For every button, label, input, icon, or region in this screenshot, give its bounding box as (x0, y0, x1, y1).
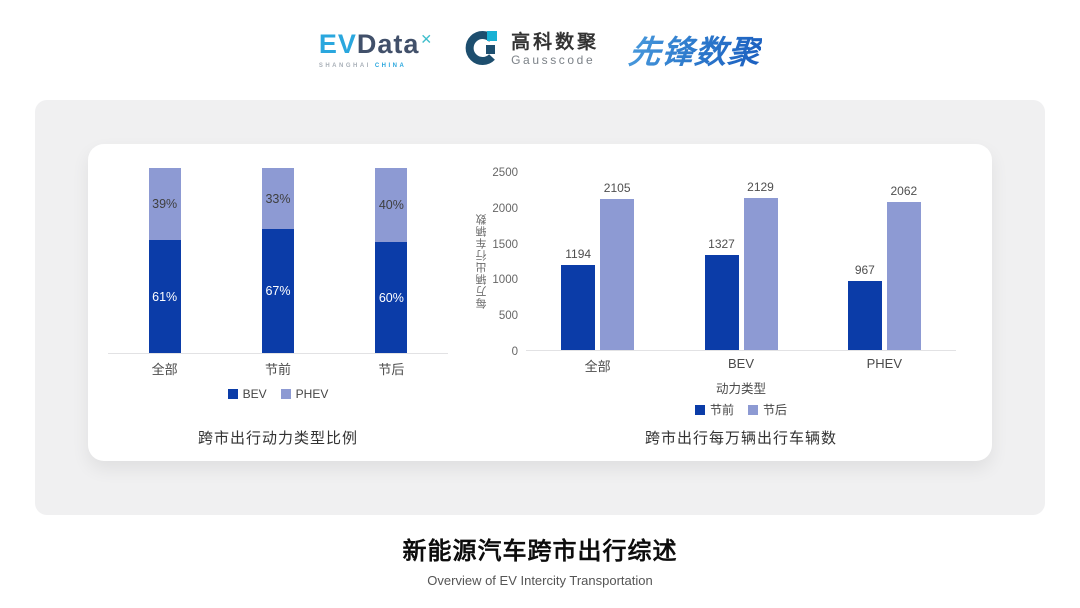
charts-card: 61% 39% 67% 33% 60% 40% 全部 节前 节后 BEV PHEV 跨市出行动力… (88, 144, 992, 461)
x-category-label: 全部 (151, 362, 178, 377)
y-tick-label: 2500 (492, 167, 518, 179)
x-category-label: BEV (727, 356, 754, 371)
bar-segment-phev: 40% (375, 168, 408, 242)
evdata-star-icon: ✕ (420, 31, 434, 47)
legend-item: 节前 (694, 401, 734, 418)
y-tick-label: 1000 (492, 274, 518, 287)
legend-swatch (694, 404, 705, 415)
y-tick-label: 0 (511, 346, 518, 358)
bar-segment-phev: 39% (148, 168, 181, 241)
gausscode-g-icon (462, 28, 502, 73)
evdata-tagline: SHANGHAI CHINA (318, 63, 407, 69)
legend-swatch (227, 389, 238, 399)
evdata-ev-text: EV (318, 29, 357, 59)
grouped-chart-categories: 全部 BEV PHEV (526, 356, 956, 375)
x-category-label: PHEV (866, 356, 903, 371)
bar-value-label: 60% (378, 290, 404, 305)
stacked-chart-legend: BEV PHEV (108, 387, 448, 401)
bar-value-label: 2129 (747, 179, 774, 194)
bar-节前 (847, 280, 882, 350)
stacked-chart-plot: 61% 39% 67% 33% 60% 40% (108, 168, 448, 354)
x-category-label: 全部 (584, 359, 611, 374)
evdata-wordmark: EVData✕ (319, 31, 432, 58)
legend-swatch (280, 389, 291, 399)
x-category-label: 节前 (264, 362, 291, 377)
bar-value-label: 1327 (708, 237, 735, 251)
evdata-data-text: Data (356, 29, 420, 59)
stacked-chart-categories: 全部 节前 节后 (108, 359, 448, 378)
grouped-chart-title: 跨市出行每万辆出行车辆数 (644, 430, 837, 447)
page-subtitle: Overview of EV Intercity Transportation (427, 573, 653, 588)
y-axis-title-wrap: 每万辆出行车辆数 (474, 171, 490, 351)
grouped-chart-legend: 节前 节后 (526, 401, 956, 418)
gausscode-name-cn: 高科数聚 (511, 32, 600, 54)
stacked-chart-title: 跨市出行动力类型比例 (197, 430, 358, 447)
y-tick-label: 2000 (492, 202, 518, 215)
pioneer-data-logo: 先锋数聚 (627, 27, 764, 73)
legend-label: BEV (242, 387, 267, 401)
logo-header: EVData✕ SHANGHAI CHINA 高科数聚 Gausscode 先锋数… (0, 14, 1080, 86)
bar-节后 (600, 199, 635, 350)
legend-label: PHEV (295, 387, 329, 401)
x-category-label: 节后 (378, 362, 405, 377)
legend-label: 节前 (709, 403, 734, 417)
bar-value-label: 33% (265, 191, 291, 206)
report-panel: 61% 39% 67% 33% 60% 40% 全部 节前 节后 BEV PHEV 跨市出行动力… (35, 100, 1045, 515)
bar-value-label: 1194 (565, 246, 592, 261)
bar-value-label: 61% (152, 289, 178, 304)
gausscode-logo: 高科数聚 Gausscode (462, 28, 599, 73)
bar-segment-bev: 67% (262, 229, 294, 353)
grouped-chart: 每万辆出行车辆数 0 500 1000 1500 2000 2500 1194 2105 13… (474, 167, 972, 448)
bar-节后 (886, 202, 921, 350)
bar-segment-phev: 33% (262, 168, 294, 230)
bar-节前 (704, 255, 739, 350)
legend-item: PHEV (280, 387, 329, 401)
pioneer-wordmark: 先锋数聚 (627, 27, 764, 73)
y-tick-label: 500 (498, 310, 518, 323)
bar-节后 (743, 197, 778, 350)
bar-value-label: 67% (265, 284, 291, 299)
gausscode-name-en: Gausscode (511, 53, 596, 68)
bar-value-label: 2062 (890, 184, 918, 199)
bar-value-label: 967 (854, 262, 875, 277)
legend-item: BEV (227, 387, 267, 401)
legend-item: 节后 (748, 401, 787, 418)
bar-segment-bev: 60% (375, 242, 408, 353)
evdata-logo: EVData✕ SHANGHAI CHINA (318, 31, 432, 70)
y-axis-title: 每万辆出行车辆数 (476, 213, 488, 309)
y-axis-ticks: 0 500 1000 1500 2000 2500 (490, 167, 526, 358)
stacked-chart: 61% 39% 67% 33% 60% 40% 全部 节前 节后 BEV PHEV 跨市出行动力… (108, 168, 448, 448)
x-axis-title: 动力类型 (715, 382, 766, 396)
bar-value-label: 2105 (603, 181, 631, 196)
y-tick-label: 1500 (492, 238, 518, 251)
legend-label: 节后 (763, 403, 788, 417)
bar-value-label: 40% (378, 198, 404, 212)
legend-swatch (748, 404, 758, 415)
page-title: 新能源汽车跨市出行综述 (402, 538, 678, 565)
grouped-chart-plot: 1194 2105 1327 2129 967 2062 (526, 171, 956, 351)
bar-节前 (561, 264, 596, 350)
bar-segment-bev: 61% (148, 240, 181, 353)
page-footer: 新能源汽车跨市出行综述 Overview of EV Intercity Tra… (0, 531, 1080, 588)
bar-value-label: 39% (152, 197, 178, 212)
